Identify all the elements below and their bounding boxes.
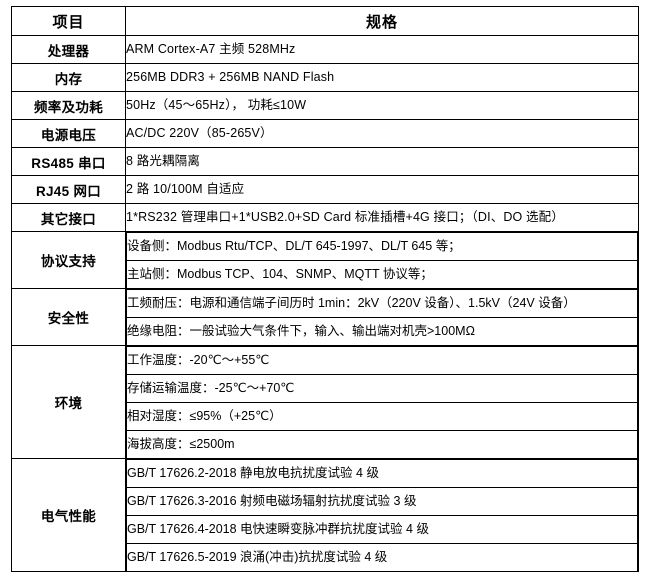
sub-row: 工频耐压：电源和通信端子间历时 1min：2kV（220V 设备）、1.5kV（… — [126, 289, 638, 318]
table-header: 项目 规格 — [11, 6, 639, 36]
table-row: 环境 工作温度：-20℃～+55℃ 存储运输温度：-25℃～+70℃ 相对湿度：… — [11, 345, 639, 459]
sub-row: GB/T 17626.3-2016 射频电磁场辐射抗扰度试验 3 级 — [126, 487, 638, 516]
table-row: RS485 串口 8 路光耦隔离 — [11, 147, 639, 176]
row-label-safety: 安全性 — [11, 288, 126, 346]
row-value-rj45-ethernet: 2 路 10/100M 自适应 — [125, 175, 639, 204]
sub-row: GB/T 17626.5-2019 浪涌(冲击)抗扰度试验 4 级 — [126, 543, 638, 571]
protocol-master-side: 主站侧：Modbus TCP、104、SNMP、MQTT 协议等； — [126, 260, 638, 288]
row-label-other-interfaces: 其它接口 — [11, 203, 126, 232]
sub-row: 绝缘电阻：一般试验大气条件下，输入、输出端对机壳>100MΩ — [126, 317, 638, 345]
column-header-item: 项目 — [11, 6, 126, 36]
row-label-electrical-performance: 电气性能 — [11, 458, 126, 572]
emc-radiated-rf-immunity: GB/T 17626.3-2016 射频电磁场辐射抗扰度试验 3 级 — [126, 487, 638, 516]
row-value-supply-voltage: AC/DC 220V（85-265V） — [125, 119, 639, 148]
environment-sublist: 工作温度：-20℃～+55℃ 存储运输温度：-25℃～+70℃ 相对湿度：≤95… — [126, 346, 638, 458]
row-value-processor: ARM Cortex-A7 主频 528MHz — [125, 35, 639, 64]
row-value-protocol-support: 设备侧：Modbus Rtu/TCP、DL/T 645-1997、DL/T 64… — [125, 231, 639, 289]
safety-dielectric-strength: 工频耐压：电源和通信端子间历时 1min：2kV（220V 设备）、1.5kV（… — [126, 289, 638, 318]
safety-sublist: 工频耐压：电源和通信端子间历时 1min：2kV（220V 设备）、1.5kV（… — [126, 289, 638, 345]
emc-surge-immunity: GB/T 17626.5-2019 浪涌(冲击)抗扰度试验 4 级 — [126, 543, 638, 571]
column-header-spec: 规格 — [125, 6, 639, 36]
sub-row: 存储运输温度：-25℃～+70℃ — [126, 374, 638, 403]
table-row: 内存 256MB DDR3 + 256MB NAND Flash — [11, 63, 639, 92]
environment-operating-temperature: 工作温度：-20℃～+55℃ — [126, 346, 638, 375]
row-label-rj45-ethernet: RJ45 网口 — [11, 175, 126, 204]
sub-row: 设备侧：Modbus Rtu/TCP、DL/T 645-1997、DL/T 64… — [126, 232, 638, 261]
sub-row: GB/T 17626.4-2018 电快速瞬变脉冲群抗扰度试验 4 级 — [126, 515, 638, 544]
sub-row: 工作温度：-20℃～+55℃ — [126, 346, 638, 375]
row-label-memory: 内存 — [11, 63, 126, 92]
row-value-frequency-power: 50Hz（45～65Hz）， 功耗≤10W — [125, 91, 639, 120]
row-value-other-interfaces: 1*RS232 管理串口+1*USB2.0+SD Card 标准插槽+4G 接口… — [125, 203, 639, 232]
environment-storage-temperature: 存储运输温度：-25℃～+70℃ — [126, 374, 638, 403]
specification-sheet: 项目 规格 处理器 ARM Cortex-A7 主频 528MHz 内存 256… — [0, 6, 650, 572]
protocol-device-side: 设备侧：Modbus Rtu/TCP、DL/T 645-1997、DL/T 64… — [126, 232, 638, 261]
safety-insulation-resistance: 绝缘电阻：一般试验大气条件下，输入、输出端对机壳>100MΩ — [126, 317, 638, 345]
row-value-environment: 工作温度：-20℃～+55℃ 存储运输温度：-25℃～+70℃ 相对湿度：≤95… — [125, 345, 639, 459]
row-label-supply-voltage: 电源电压 — [11, 119, 126, 148]
table-row: 电气性能 GB/T 17626.2-2018 静电放电抗扰度试验 4 级 GB/… — [11, 458, 639, 572]
row-label-protocol-support: 协议支持 — [11, 231, 126, 289]
table-row: 协议支持 设备侧：Modbus Rtu/TCP、DL/T 645-1997、DL… — [11, 231, 639, 289]
row-value-memory: 256MB DDR3 + 256MB NAND Flash — [125, 63, 639, 92]
sub-row: 主站侧：Modbus TCP、104、SNMP、MQTT 协议等； — [126, 260, 638, 288]
sub-row: 海拔高度：≤2500m — [126, 430, 638, 458]
environment-relative-humidity: 相对湿度：≤95%（+25℃） — [126, 402, 638, 431]
emc-esd-immunity: GB/T 17626.2-2018 静电放电抗扰度试验 4 级 — [126, 459, 638, 488]
sub-row: 相对湿度：≤95%（+25℃） — [126, 402, 638, 431]
emc-eft-burst-immunity: GB/T 17626.4-2018 电快速瞬变脉冲群抗扰度试验 4 级 — [126, 515, 638, 544]
sub-row: GB/T 17626.2-2018 静电放电抗扰度试验 4 级 — [126, 459, 638, 488]
row-value-electrical-performance: GB/T 17626.2-2018 静电放电抗扰度试验 4 级 GB/T 176… — [125, 458, 639, 572]
row-label-rs485-serial: RS485 串口 — [11, 147, 126, 176]
table-row: 电源电压 AC/DC 220V（85-265V） — [11, 119, 639, 148]
row-label-processor: 处理器 — [11, 35, 126, 64]
row-value-rs485-serial: 8 路光耦隔离 — [125, 147, 639, 176]
row-value-safety: 工频耐压：电源和通信端子间历时 1min：2kV（220V 设备）、1.5kV（… — [125, 288, 639, 346]
environment-altitude: 海拔高度：≤2500m — [126, 430, 638, 458]
row-label-environment: 环境 — [11, 345, 126, 459]
table-row: 其它接口 1*RS232 管理串口+1*USB2.0+SD Card 标准插槽+… — [11, 203, 639, 232]
table-header-row: 项目 规格 — [11, 6, 639, 36]
table-row: 安全性 工频耐压：电源和通信端子间历时 1min：2kV（220V 设备）、1.… — [11, 288, 639, 346]
row-label-frequency-power: 频率及功耗 — [11, 91, 126, 120]
table-row: RJ45 网口 2 路 10/100M 自适应 — [11, 175, 639, 204]
specification-table: 项目 规格 处理器 ARM Cortex-A7 主频 528MHz 内存 256… — [11, 6, 639, 572]
table-row: 处理器 ARM Cortex-A7 主频 528MHz — [11, 35, 639, 64]
table-body: 处理器 ARM Cortex-A7 主频 528MHz 内存 256MB DDR… — [11, 35, 639, 572]
table-row: 频率及功耗 50Hz（45～65Hz）， 功耗≤10W — [11, 91, 639, 120]
electrical-performance-sublist: GB/T 17626.2-2018 静电放电抗扰度试验 4 级 GB/T 176… — [126, 459, 638, 571]
protocol-support-sublist: 设备侧：Modbus Rtu/TCP、DL/T 645-1997、DL/T 64… — [126, 232, 638, 288]
